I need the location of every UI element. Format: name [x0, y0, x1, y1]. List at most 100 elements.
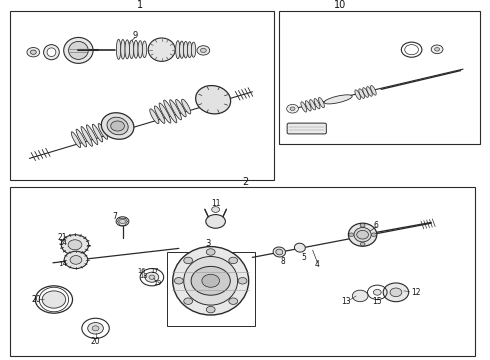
Circle shape: [349, 233, 354, 237]
Ellipse shape: [175, 99, 186, 117]
Circle shape: [174, 278, 183, 284]
Text: 11: 11: [211, 199, 220, 208]
Circle shape: [352, 290, 368, 302]
Circle shape: [191, 266, 230, 295]
Ellipse shape: [187, 42, 192, 58]
Ellipse shape: [273, 247, 286, 257]
Ellipse shape: [71, 132, 81, 148]
Text: 8: 8: [281, 256, 286, 265]
Circle shape: [360, 242, 365, 246]
Text: 20: 20: [91, 337, 100, 346]
FancyBboxPatch shape: [287, 123, 326, 134]
Ellipse shape: [170, 100, 181, 120]
Circle shape: [238, 278, 247, 284]
Circle shape: [229, 257, 238, 264]
Ellipse shape: [44, 45, 59, 60]
Ellipse shape: [134, 40, 138, 58]
Circle shape: [184, 298, 193, 305]
Text: 18: 18: [139, 274, 147, 279]
Circle shape: [27, 48, 40, 57]
Circle shape: [42, 291, 66, 308]
Ellipse shape: [183, 41, 188, 58]
Circle shape: [61, 235, 89, 255]
Circle shape: [357, 230, 368, 239]
Ellipse shape: [164, 100, 177, 123]
Bar: [279, 11, 480, 144]
Ellipse shape: [107, 117, 128, 135]
Circle shape: [206, 306, 215, 313]
Bar: [10, 187, 475, 356]
Circle shape: [290, 107, 295, 111]
Ellipse shape: [121, 40, 125, 59]
Circle shape: [197, 46, 210, 55]
Ellipse shape: [314, 99, 320, 109]
Circle shape: [202, 274, 220, 287]
Ellipse shape: [92, 124, 103, 142]
Ellipse shape: [101, 113, 134, 139]
Circle shape: [229, 298, 238, 305]
Bar: [167, 252, 255, 326]
Ellipse shape: [359, 89, 365, 98]
Circle shape: [64, 251, 88, 269]
Ellipse shape: [64, 37, 93, 63]
Text: 14: 14: [58, 240, 67, 246]
Ellipse shape: [301, 102, 307, 112]
Ellipse shape: [76, 129, 87, 147]
Text: 3: 3: [206, 238, 211, 248]
Circle shape: [206, 249, 215, 255]
Ellipse shape: [175, 41, 180, 59]
Ellipse shape: [348, 223, 377, 246]
Circle shape: [383, 283, 409, 302]
Ellipse shape: [324, 95, 352, 104]
Circle shape: [184, 257, 193, 264]
Circle shape: [111, 121, 124, 131]
Text: 1: 1: [137, 0, 143, 10]
Text: 21: 21: [58, 233, 68, 242]
Text: 4: 4: [315, 261, 320, 269]
Circle shape: [68, 240, 82, 250]
Circle shape: [212, 207, 220, 212]
Ellipse shape: [355, 90, 361, 99]
Circle shape: [70, 256, 82, 264]
Ellipse shape: [98, 123, 108, 139]
Text: 9: 9: [132, 31, 137, 40]
Ellipse shape: [196, 86, 231, 114]
Ellipse shape: [310, 100, 316, 110]
Ellipse shape: [367, 87, 372, 96]
Bar: [10, 11, 274, 180]
Ellipse shape: [184, 256, 238, 305]
Ellipse shape: [142, 41, 147, 58]
Ellipse shape: [69, 41, 88, 59]
Text: 17: 17: [150, 268, 159, 274]
Text: 20: 20: [32, 295, 42, 304]
Text: 10: 10: [334, 0, 346, 10]
Text: 6: 6: [374, 220, 379, 230]
Ellipse shape: [305, 101, 311, 111]
Circle shape: [390, 288, 402, 297]
Circle shape: [360, 224, 365, 227]
Ellipse shape: [363, 88, 368, 97]
Circle shape: [30, 50, 36, 54]
Ellipse shape: [116, 39, 121, 59]
Ellipse shape: [318, 98, 324, 108]
Bar: [410, 44, 413, 47]
Ellipse shape: [206, 215, 225, 228]
Circle shape: [116, 217, 129, 226]
Ellipse shape: [150, 109, 159, 124]
Circle shape: [120, 219, 125, 224]
Circle shape: [373, 289, 381, 295]
Ellipse shape: [148, 38, 175, 61]
Ellipse shape: [138, 41, 143, 58]
Ellipse shape: [370, 86, 376, 95]
Text: 14: 14: [58, 261, 67, 266]
Circle shape: [287, 104, 298, 113]
Ellipse shape: [191, 42, 196, 57]
Ellipse shape: [182, 99, 191, 114]
Text: 16: 16: [137, 268, 146, 274]
Circle shape: [92, 326, 99, 331]
Text: 12: 12: [412, 288, 421, 297]
Text: 5: 5: [301, 253, 306, 262]
Text: 15: 15: [372, 297, 382, 306]
Text: 2: 2: [242, 177, 248, 187]
Ellipse shape: [354, 228, 371, 242]
